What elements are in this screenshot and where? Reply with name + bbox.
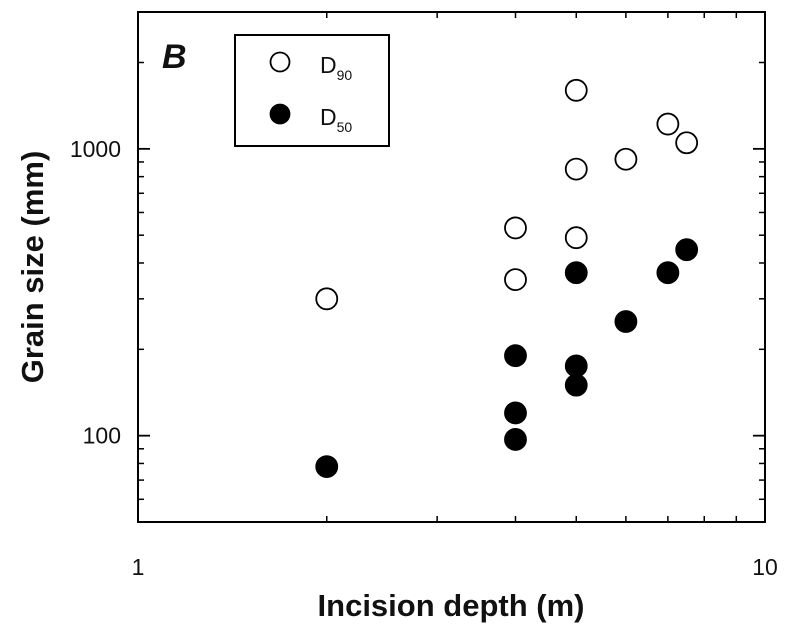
legend-label-d90: D90 [320,52,352,83]
data-point-d90 [504,216,527,240]
plot-area: 1 10 100 1000 [70,11,778,580]
panel-label: B [162,38,187,76]
data-point-d90 [564,78,588,102]
y-axis-ticks [138,61,765,501]
data-point-d50 [675,238,699,262]
legend-label-d50-main: D [320,104,337,130]
data-point-d90 [504,268,527,292]
series-d50 [315,238,699,479]
data-point-d50 [504,401,527,425]
legend: D90 D50 [234,34,390,147]
data-point-d90 [315,287,339,311]
data-point-d90 [656,112,680,136]
x-axis-tick-labels: 1 10 [132,554,778,580]
data-point-d90 [564,226,588,250]
legend-label-d90-main: D [320,52,337,78]
data-point-d50 [315,455,339,479]
data-point-d50 [564,354,588,378]
x-tick-label: 10 [752,554,778,580]
data-point-d50 [504,344,527,368]
x-axis-ticks [137,12,766,522]
legend-label-d50-sub: 50 [337,119,353,135]
y-tick-label: 1000 [70,136,121,162]
data-point-d90 [614,147,638,171]
data-point-d50 [564,373,588,397]
data-point-d50 [656,261,680,285]
legend-label-d50: D50 [320,104,352,135]
y-axis-title: Grain size (mm) [15,151,50,384]
x-tick-label: 1 [132,554,145,580]
legend-box [234,34,390,147]
data-point-d90 [675,131,699,155]
series-d90 [315,78,699,311]
y-tick-label: 100 [83,423,121,449]
legend-marker-d90 [269,51,291,73]
plot-frame [137,11,766,523]
x-axis-title: Incision depth (m) [318,588,585,623]
y-axis-tick-labels: 100 1000 [70,136,121,449]
legend-label-d90-sub: 90 [337,67,353,83]
data-point-d50 [564,261,588,285]
data-point-d90 [564,157,588,181]
data-point-d50 [614,310,638,333]
legend-marker-d50 [269,103,291,125]
data-series-layer [315,78,699,479]
data-point-d50 [504,428,527,451]
